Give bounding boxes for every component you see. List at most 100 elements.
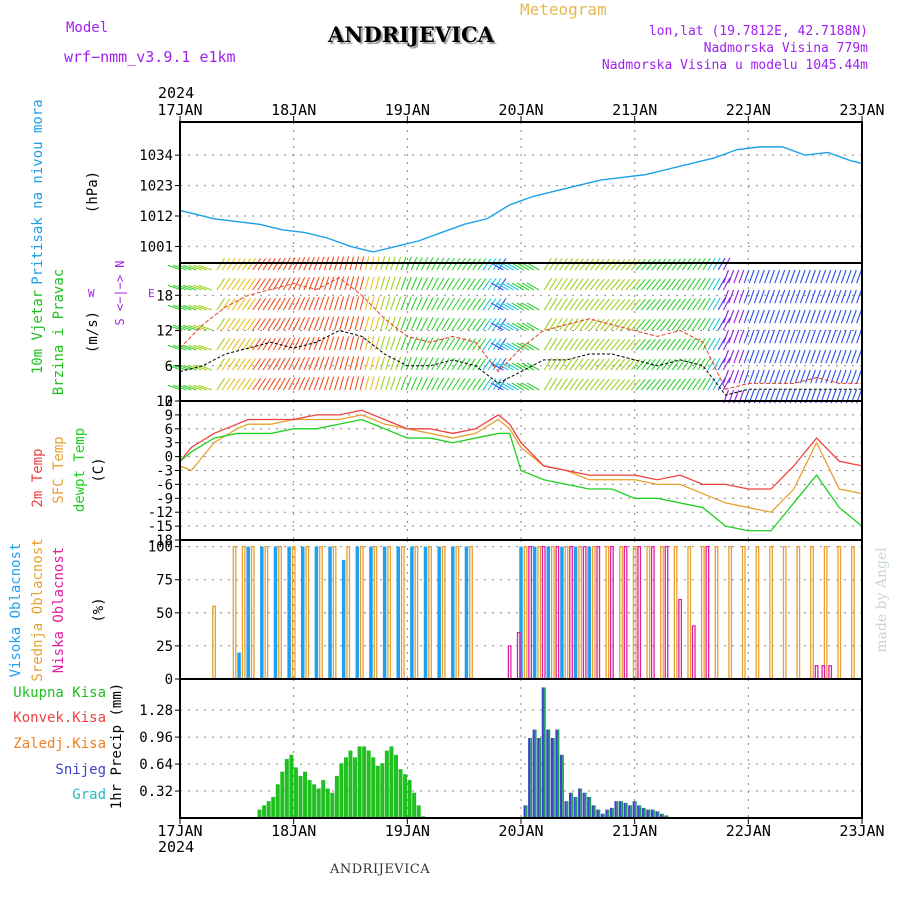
snow-bar	[641, 807, 644, 818]
wind-barb	[456, 378, 466, 391]
wind-barb	[845, 369, 852, 384]
high-cloud-bar	[519, 546, 523, 679]
wind-barb	[242, 298, 251, 311]
snow-bar	[569, 792, 572, 818]
wind-barb	[610, 338, 621, 351]
rain-bar	[321, 780, 326, 818]
wind-barb	[712, 317, 721, 331]
wind-barb	[610, 298, 621, 311]
wind-barb	[349, 296, 355, 311]
wind-barb	[579, 338, 589, 351]
wind-barb	[840, 289, 847, 304]
wind-barb	[733, 289, 740, 304]
wind-barb	[456, 358, 466, 371]
wind-barb	[661, 298, 672, 311]
mid-cloud-bar	[373, 545, 378, 680]
wind-barb	[405, 356, 412, 371]
wind-barb	[516, 282, 530, 291]
y-tick-label: 6	[165, 359, 173, 375]
mid-cloud-bar	[605, 545, 610, 680]
wind-barb	[267, 257, 277, 271]
wind-barb	[395, 376, 402, 391]
wind-barb	[774, 369, 781, 384]
wind-barb	[723, 349, 729, 364]
wind-barb	[257, 298, 267, 311]
wind-barb	[712, 357, 721, 371]
x-tick-label-top: 22JAN	[726, 101, 771, 119]
compass-west: W	[88, 287, 95, 300]
wind-barb	[487, 358, 497, 371]
wind-barb	[467, 338, 476, 351]
wind-barb	[496, 302, 509, 311]
wind-barb	[748, 309, 755, 324]
altitude-text: Nadmorska Visina 779m	[703, 41, 868, 56]
wind-barb	[313, 276, 320, 291]
wind-barb	[198, 344, 213, 351]
wind-barb	[630, 258, 641, 271]
wind-barb	[490, 282, 504, 291]
wind-barb	[456, 338, 466, 351]
wind-barb	[559, 378, 568, 391]
wind-barb	[815, 329, 822, 344]
wind-barb	[183, 304, 197, 311]
wind-barb	[487, 278, 497, 291]
wind-barb	[426, 297, 434, 311]
compass-east: E	[148, 287, 155, 300]
wind-barb	[574, 338, 584, 351]
rain-bar	[371, 757, 376, 818]
wind-barb	[579, 358, 589, 371]
mid-cloud-bar	[564, 545, 569, 680]
wind-barb	[676, 338, 687, 351]
wind-barb	[697, 257, 706, 271]
wind-barb	[574, 258, 584, 271]
credit-text: made by Angel	[874, 547, 890, 653]
rain-bar	[271, 796, 276, 818]
wind-barb	[564, 358, 574, 371]
wind-barb	[339, 296, 345, 311]
wind-barb	[441, 317, 450, 331]
y-tick-label: -9	[156, 491, 173, 507]
precip-legend-item: Konvek.Kisa	[13, 710, 106, 726]
high-cloud-bar	[423, 546, 428, 679]
mid-cloud-bar	[796, 545, 801, 680]
wind-barb	[559, 358, 568, 371]
wind-barb	[810, 329, 816, 344]
wind-barb	[548, 257, 558, 271]
wind-barb	[630, 318, 641, 331]
mid-cloud-bar	[782, 545, 787, 680]
meteogram-label: Meteogram	[520, 0, 607, 19]
snow-bar-edge	[634, 801, 637, 818]
wind-barb	[359, 296, 365, 311]
wind-barb	[851, 329, 857, 344]
mid-cloud-bar	[550, 545, 555, 680]
wind-barb	[496, 322, 509, 331]
wind-barb	[385, 296, 391, 311]
wind-barb	[856, 369, 862, 384]
wind-barb	[671, 358, 682, 371]
wind-barb	[216, 377, 226, 391]
wind-barb	[559, 318, 568, 331]
wind-barb	[328, 336, 335, 351]
wind-barb	[216, 317, 226, 331]
wind-barb	[728, 369, 735, 384]
wind-barb	[707, 337, 716, 351]
low-cloud-bar	[637, 545, 642, 680]
rain-bar	[375, 765, 380, 818]
low-cloud-bar	[678, 598, 683, 680]
wind-barb	[303, 376, 311, 391]
wind-barb	[477, 278, 487, 291]
wind-barb	[707, 297, 716, 311]
wind-barb	[595, 258, 605, 271]
rain-bar	[330, 792, 335, 818]
wind-barb	[226, 318, 236, 331]
pressure-axis-title: Pritisak na nivou mora	[30, 99, 46, 284]
wind-barb	[692, 258, 701, 271]
wind-barb	[579, 258, 589, 271]
wind-barb	[764, 289, 770, 304]
wind-barb	[339, 316, 345, 331]
wind-barb	[569, 378, 579, 391]
wind-barb	[676, 318, 687, 331]
rain-bar	[398, 769, 403, 818]
wind-barb	[183, 344, 197, 351]
